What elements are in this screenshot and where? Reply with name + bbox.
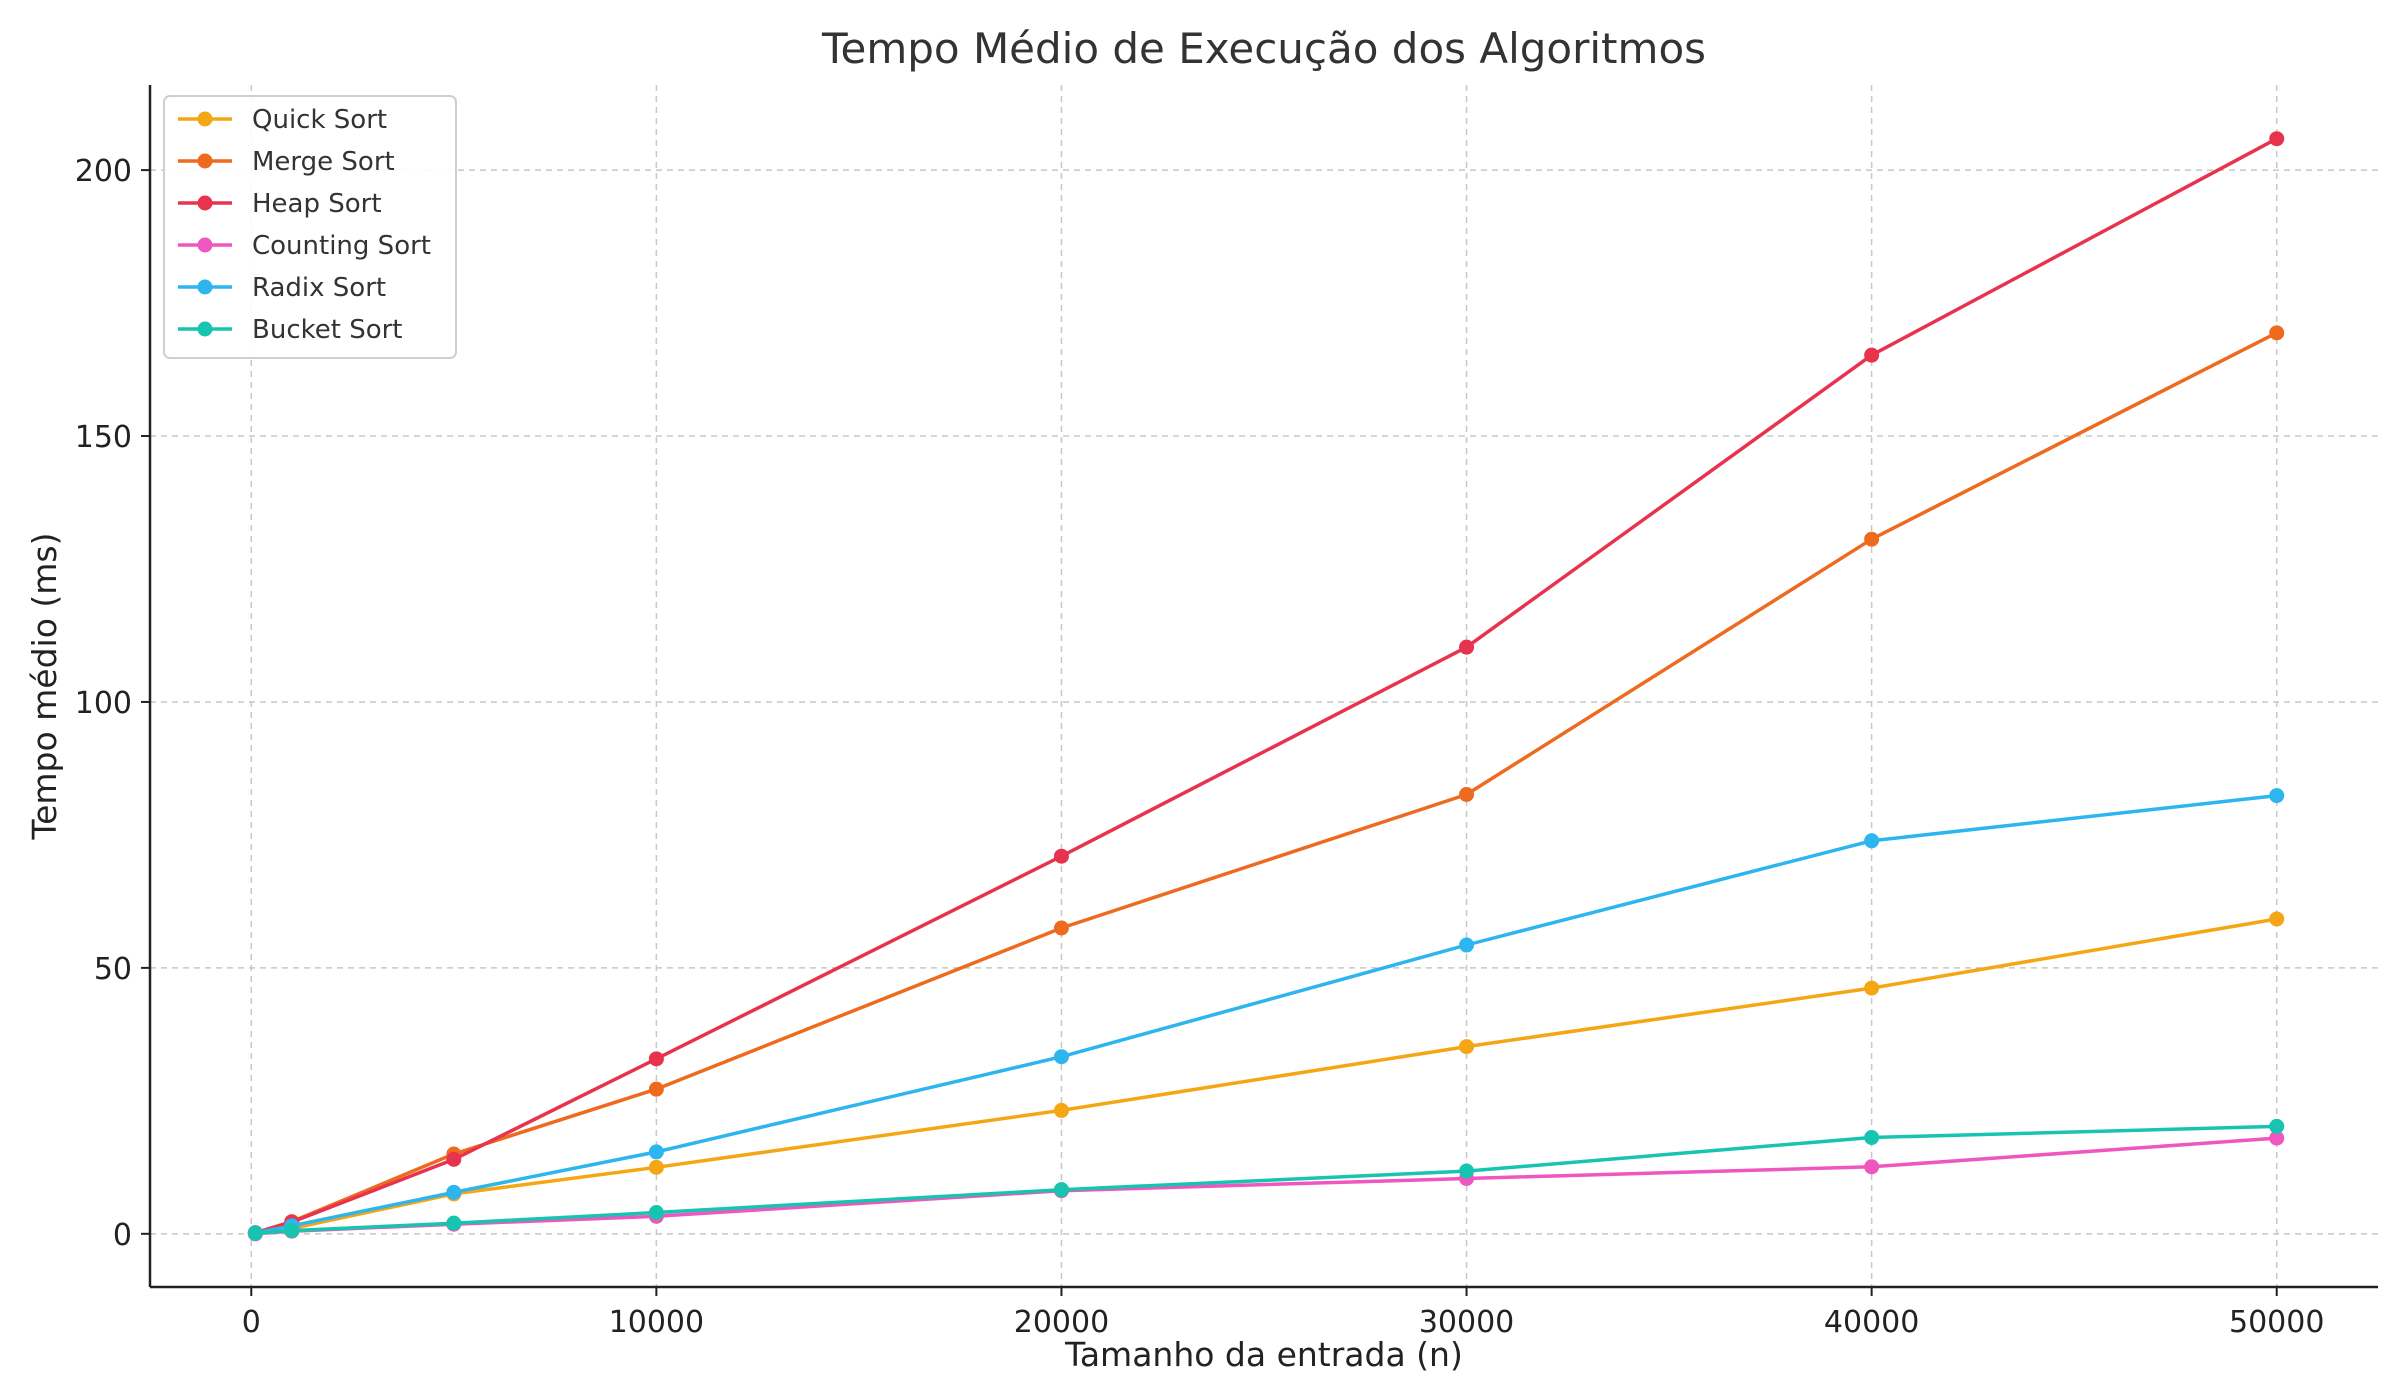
series-counting-sort: [247, 1130, 2285, 1242]
x-tick-label: 10000: [609, 1305, 704, 1340]
legend-items: Quick Sort Merge Sort Heap Sort Counting So…: [178, 105, 431, 345]
data-point: [648, 1081, 664, 1097]
data-point: [1053, 1102, 1069, 1118]
legend-label: Radix Sort: [252, 273, 386, 303]
x-tick-label: 0: [242, 1305, 261, 1340]
data-point: [1864, 531, 1880, 547]
legend-item: Merge Sort: [178, 147, 395, 177]
legend-marker: [197, 111, 213, 127]
series-line: [254, 331, 2278, 1235]
data-point: [446, 1215, 462, 1231]
legend-marker: [197, 153, 213, 169]
legend-label: Counting Sort: [252, 231, 431, 261]
y-tick-label: 200: [75, 154, 132, 189]
series-line: [255, 917, 2277, 1236]
legend-label: Quick Sort: [252, 105, 387, 135]
legend-item: Radix Sort: [178, 273, 386, 303]
data-point: [2269, 911, 2285, 927]
data-point: [648, 1144, 664, 1160]
legend-item: Heap Sort: [178, 189, 382, 219]
legend-marker: [197, 279, 213, 295]
data-point: [2269, 1118, 2285, 1134]
series-radix-sort: [247, 788, 2285, 1241]
data-point: [1053, 1182, 1069, 1198]
legend: Quick Sort Merge Sort Heap Sort Counting So…: [163, 95, 457, 359]
series-line: [255, 1124, 2277, 1236]
data-point: [648, 1051, 664, 1067]
legend-label: Merge Sort: [252, 147, 395, 177]
data-point: [2269, 1130, 2285, 1146]
chart-title: Tempo Médio de Execução dos Algoritmos: [821, 24, 1706, 73]
legend-marker: [197, 321, 213, 337]
data-point: [648, 1159, 664, 1175]
data-point: [1864, 980, 1880, 996]
data-point: [247, 1225, 263, 1241]
data-point: [1864, 1130, 1880, 1146]
series-merge-sort: [247, 325, 2285, 1241]
x-tick-label: 30000: [1419, 1305, 1514, 1340]
y-tick-label: 100: [75, 686, 132, 721]
x-axis-label: Tamanho da entrada (n): [1064, 1335, 1463, 1374]
grid: [150, 85, 2378, 1287]
series-line: [254, 137, 2278, 1235]
legend-label: Bucket Sort: [252, 315, 403, 345]
axes: [148, 85, 2378, 1289]
data-point: [1459, 937, 1475, 953]
data-point: [1864, 347, 1880, 363]
series-heap-sort: [247, 131, 2285, 1241]
data-point: [648, 1205, 664, 1221]
legend-item: Quick Sort: [178, 105, 387, 135]
data-point: [1459, 639, 1475, 655]
y-tick-label: 50: [94, 952, 132, 987]
series-quick-sort: [247, 911, 2285, 1241]
y-tick-label: 0: [113, 1218, 132, 1253]
legend-box: [163, 95, 457, 359]
legend-item: Counting Sort: [178, 231, 431, 261]
legend-marker: [197, 195, 213, 211]
data-point: [1864, 833, 1880, 849]
data-point: [284, 1223, 300, 1239]
data-point: [2269, 788, 2285, 804]
x-tick-label: 40000: [1824, 1305, 1919, 1340]
data-point: [1053, 1049, 1069, 1065]
series: [247, 131, 2285, 1242]
data-point: [1053, 920, 1069, 936]
series-line: [255, 1136, 2277, 1236]
series-bucket-sort: [247, 1118, 2285, 1241]
legend-item: Bucket Sort: [178, 315, 403, 345]
legend-marker: [197, 237, 213, 253]
x-tick-label: 20000: [1014, 1305, 1109, 1340]
x-tick-label: 50000: [2229, 1305, 2324, 1340]
data-point: [2269, 131, 2285, 147]
data-point: [446, 1184, 462, 1200]
data-point: [1864, 1159, 1880, 1175]
y-tick-label: 150: [75, 420, 132, 455]
y-axis-label: Tempo médio (ms): [25, 533, 64, 841]
series-line: [254, 793, 2277, 1235]
data-point: [2269, 325, 2285, 341]
data-point: [446, 1151, 462, 1167]
data-point: [1459, 786, 1475, 802]
data-point: [1459, 1163, 1475, 1179]
data-point: [1053, 848, 1069, 864]
legend-label: Heap Sort: [252, 189, 382, 219]
ticks: 0 10000 20000 30000 40000 50000 0 50 100 150 200: [75, 154, 2325, 1340]
data-point: [1459, 1039, 1475, 1055]
